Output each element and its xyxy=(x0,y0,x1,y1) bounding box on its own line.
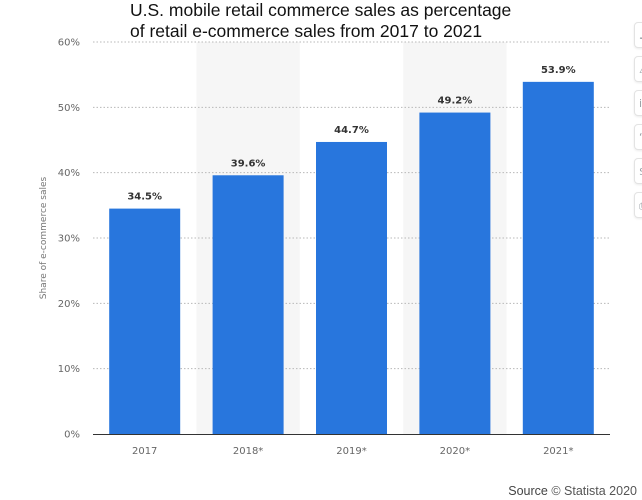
x-tick-label: 2019* xyxy=(336,446,366,457)
source-label: Source xyxy=(508,484,548,498)
y-tick-label: 40% xyxy=(58,168,80,179)
bar[interactable] xyxy=(316,141,387,434)
y-tick-label: 10% xyxy=(58,364,80,375)
y-tick-label: 50% xyxy=(58,103,80,114)
chart-title-line-1: U.S. mobile retail commerce sales as per… xyxy=(130,0,512,20)
bar[interactable] xyxy=(109,208,181,434)
data-label: 49.2% xyxy=(438,96,473,107)
info-icon[interactable]: i xyxy=(634,90,642,116)
dollar-icon[interactable]: $ xyxy=(634,158,642,184)
x-tick-label: 2018* xyxy=(233,446,263,457)
data-label: 44.7% xyxy=(334,125,369,136)
notification-bell-icon[interactable]: ♪ xyxy=(634,22,642,48)
bar[interactable] xyxy=(522,81,594,434)
data-label: 53.9% xyxy=(541,65,576,76)
data-label: 39.6% xyxy=(231,158,266,169)
y-tick-label: 0% xyxy=(64,430,80,441)
y-axis-title: Share of e-commerce sales xyxy=(39,176,49,299)
y-tick-label: 60% xyxy=(58,38,80,49)
x-tick-label: 2020* xyxy=(440,446,470,457)
bar[interactable] xyxy=(212,175,284,434)
y-tick-label: 20% xyxy=(58,299,80,310)
print-icon[interactable]: ⎙ xyxy=(634,192,642,218)
alert-icon[interactable]: ⚠ xyxy=(634,56,642,82)
bar[interactable] xyxy=(419,112,491,434)
data-label: 34.5% xyxy=(127,192,162,203)
x-tick-label: 2021* xyxy=(543,446,573,457)
x-tick-label: 2017 xyxy=(132,446,157,457)
source-credit: Source © Statista 2020 xyxy=(508,484,637,498)
side-toolbar: ♪ ⚠ i “ $ ⎙ xyxy=(634,22,642,226)
quote-icon[interactable]: “ xyxy=(634,124,642,150)
y-tick-label: 30% xyxy=(58,234,80,245)
chart-title-line-2: of retail e-commerce sales from 2017 to … xyxy=(130,21,483,41)
source-copyright: © Statista 2020 xyxy=(551,484,637,498)
chart-title: U.S. mobile retail commerce sales as per… xyxy=(130,0,610,42)
